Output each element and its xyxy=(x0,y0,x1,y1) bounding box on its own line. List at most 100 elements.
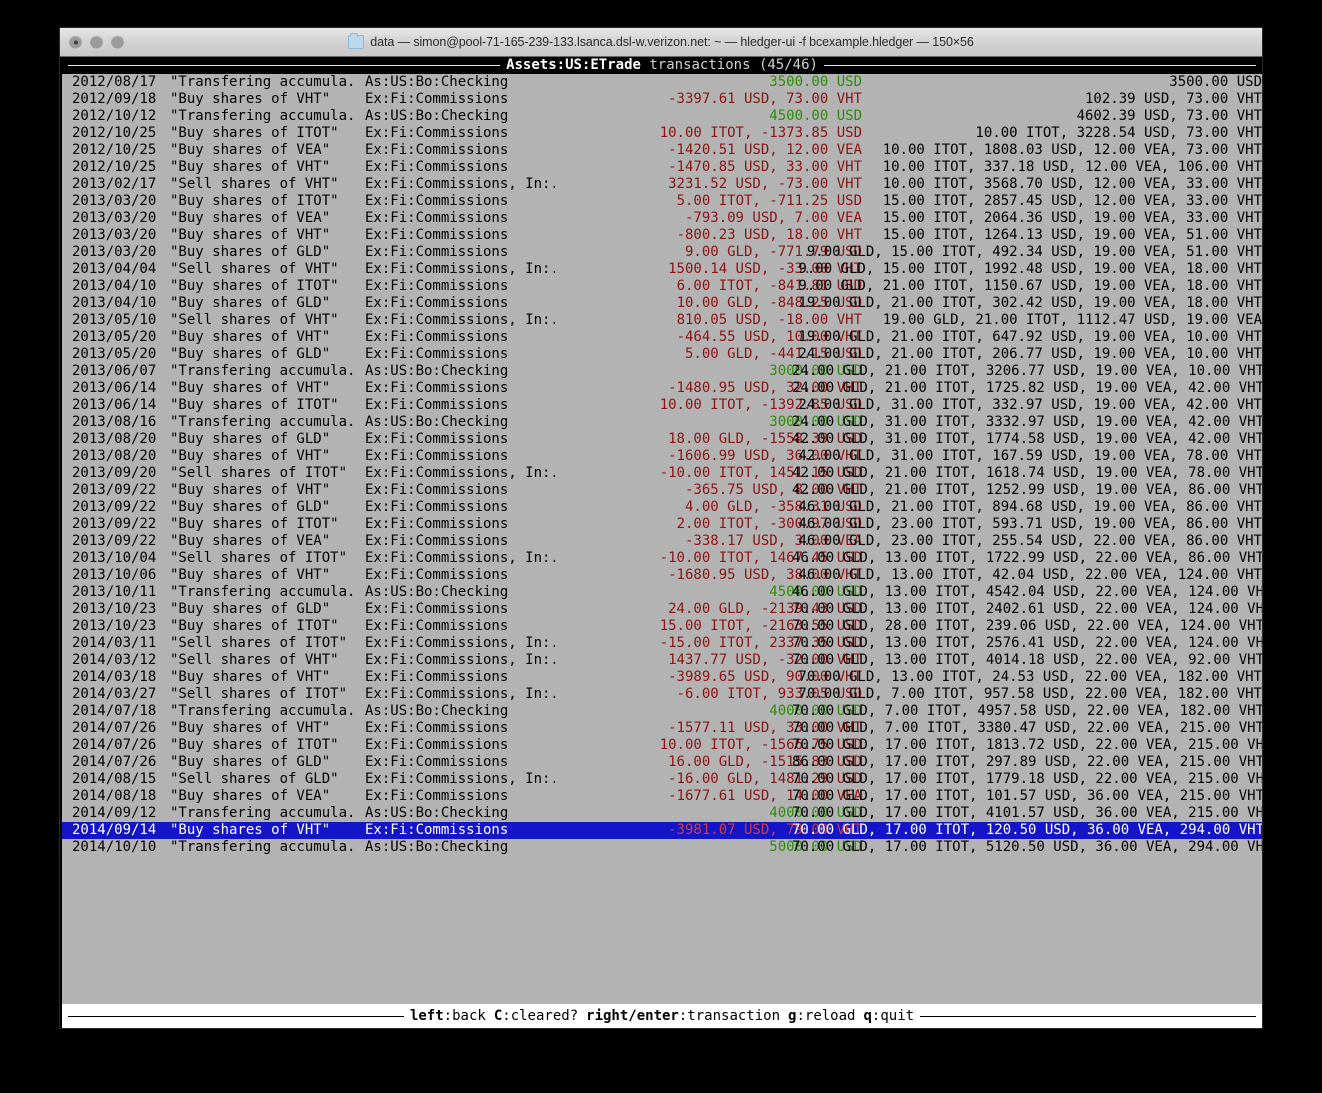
table-row[interactable]: 2012/10/12 "Transfering accumula.. As:US:B… xyxy=(62,108,1262,125)
transaction-date: 2013/04/10 xyxy=(72,295,157,311)
table-row[interactable]: 2013/05/20 "Buy shares of GLD" Ex:Fi:Commi… xyxy=(62,346,1262,363)
table-row[interactable]: 2012/10/25 "Buy shares of VHT" Ex:Fi:Commi… xyxy=(62,159,1262,176)
transaction-amount: -1470.85 USD, 33.00 VHT xyxy=(668,159,862,175)
table-row[interactable]: 2014/03/27 "Sell shares of ITOT" Ex:Fi:Com… xyxy=(62,686,1262,703)
transaction-account: Ex:Fi:Commissions xyxy=(365,346,509,362)
transaction-balance: 70.00 GLD, 7.00 ITOT, 3380.47 USD, 22.00… xyxy=(792,720,1262,736)
table-row[interactable]: 2013/03/20 "Buy shares of ITOT" Ex:Fi:Comm… xyxy=(62,193,1262,210)
transaction-amount: -10.00 ITOT, 1467.45 USD xyxy=(659,550,862,566)
table-row[interactable]: 2014/07/26 "Buy shares of VHT" Ex:Fi:Commi… xyxy=(62,720,1262,737)
transactions-list[interactable]: 2012/08/17 "Transfering accumula.. As:US:B… xyxy=(62,74,1262,856)
transaction-balance: 10.00 ITOT, 3568.70 USD, 12.00 VEA, 33.0… xyxy=(882,176,1262,192)
table-row[interactable]: 2013/03/20 "Buy shares of VEA" Ex:Fi:Commi… xyxy=(62,210,1262,227)
footer-keybinding[interactable]: left:back xyxy=(410,1008,486,1025)
table-row[interactable]: 2013/09/22 "Buy shares of VHT" Ex:Fi:Commi… xyxy=(62,482,1262,499)
transaction-account: Ex:Fi:Commissions xyxy=(365,822,509,838)
table-row[interactable]: 2014/07/18 "Transfering accumula.. As:US:B… xyxy=(62,703,1262,720)
footer-keybinding[interactable]: g:reload xyxy=(788,1008,855,1025)
table-row[interactable]: 2013/09/22 "Buy shares of ITOT" Ex:Fi:Comm… xyxy=(62,516,1262,533)
hledger-header-bar: Assets:US:ETrade transactions (45/46) xyxy=(62,57,1262,74)
table-row[interactable]: 2013/10/04 "Sell shares of ITOT" Ex:Fi:Com… xyxy=(62,550,1262,567)
transaction-amount: -793.09 USD, 7.00 VEA xyxy=(684,210,862,226)
table-row[interactable]: 2014/07/26 "Buy shares of GLD" Ex:Fi:Commi… xyxy=(62,754,1262,771)
transaction-description: "Transfering accumula.. xyxy=(170,363,356,379)
table-row[interactable]: 2014/03/12 "Sell shares of VHT" Ex:Fi:Comm… xyxy=(62,652,1262,669)
table-row[interactable]: 2013/08/20 "Buy shares of GLD" Ex:Fi:Commi… xyxy=(62,431,1262,448)
table-row[interactable]: 2013/04/10 "Buy shares of ITOT" Ex:Fi:Comm… xyxy=(62,278,1262,295)
footer-keybinding[interactable]: q:quit xyxy=(863,1008,914,1025)
table-row[interactable]: 2013/04/04 "Sell shares of VHT" Ex:Fi:Comm… xyxy=(62,261,1262,278)
table-row[interactable]: 2014/10/10 "Transfering accumula.. As:US:B… xyxy=(62,839,1262,856)
footer-key-separator: : xyxy=(796,1007,805,1024)
transaction-amount: -1680.95 USD, 38.00 VHT xyxy=(668,567,862,583)
table-row[interactable]: 2013/06/14 "Buy shares of ITOT" Ex:Fi:Comm… xyxy=(62,397,1262,414)
table-row[interactable]: 2013/09/20 "Sell shares of ITOT" Ex:Fi:Com… xyxy=(62,465,1262,482)
transaction-description: "Sell shares of VHT" xyxy=(170,652,339,668)
transaction-date: 2013/09/20 xyxy=(72,465,157,481)
table-row[interactable]: 2013/05/20 "Buy shares of VHT" Ex:Fi:Commi… xyxy=(62,329,1262,346)
table-row[interactable]: 2012/10/25 "Buy shares of VEA" Ex:Fi:Commi… xyxy=(62,142,1262,159)
table-row[interactable]: 2012/10/25 "Buy shares of ITOT" Ex:Fi:Comm… xyxy=(62,125,1262,142)
table-row[interactable]: 2013/06/07 "Transfering accumula.. As:US:B… xyxy=(62,363,1262,380)
transaction-date: 2014/10/10 xyxy=(72,839,157,855)
transaction-amount: -1420.51 USD, 12.00 VEA xyxy=(668,142,862,158)
transaction-account: Ex:Fi:Commissions xyxy=(365,278,509,294)
transaction-date: 2013/10/06 xyxy=(72,567,157,583)
terminal-body[interactable]: Assets:US:ETrade transactions (45/46) 20… xyxy=(60,57,1262,1028)
table-row[interactable]: 2013/10/23 "Buy shares of ITOT" Ex:Fi:Comm… xyxy=(62,618,1262,635)
transaction-account: Ex:Fi:Commissions xyxy=(365,431,509,447)
table-row[interactable]: 2012/09/18 "Buy shares of VHT" Ex:Fi:Commi… xyxy=(62,91,1262,108)
transaction-account: Ex:Fi:Commissions xyxy=(365,754,509,770)
transaction-date: 2013/09/22 xyxy=(72,516,157,532)
table-row[interactable]: 2014/03/11 "Sell shares of ITOT" Ex:Fi:Com… xyxy=(62,635,1262,652)
table-row[interactable]: 2014/09/12 "Transfering accumula.. As:US:B… xyxy=(62,805,1262,822)
transaction-balance: 42.00 GLD, 31.00 ITOT, 1774.58 USD, 19.0… xyxy=(792,431,1262,447)
table-row[interactable]: 2014/07/26 "Buy shares of ITOT" Ex:Fi:Comm… xyxy=(62,737,1262,754)
transaction-description: "Buy shares of ITOT" xyxy=(170,737,339,753)
transaction-account: Ex:Fi:Commissions, In:.. xyxy=(365,652,555,668)
table-row[interactable]: 2014/03/18 "Buy shares of VHT" Ex:Fi:Commi… xyxy=(62,669,1262,686)
transaction-balance: 24.00 GLD, 21.00 ITOT, 206.77 USD, 19.00… xyxy=(798,346,1262,362)
table-row[interactable]: 2013/10/23 "Buy shares of GLD" Ex:Fi:Commi… xyxy=(62,601,1262,618)
table-row[interactable]: 2013/04/10 "Buy shares of GLD" Ex:Fi:Commi… xyxy=(62,295,1262,312)
transaction-balance: 24.00 GLD, 31.00 ITOT, 3332.97 USD, 19.0… xyxy=(792,414,1262,430)
table-row[interactable]: 2014/08/18 "Buy shares of VEA" Ex:Fi:Commi… xyxy=(62,788,1262,805)
close-button[interactable] xyxy=(69,35,82,49)
table-row[interactable]: 2013/08/16 "Transfering accumula.. As:US:B… xyxy=(62,414,1262,431)
table-row[interactable]: 2013/06/14 "Buy shares of VHT" Ex:Fi:Commi… xyxy=(62,380,1262,397)
footer-key-separator: : xyxy=(502,1007,511,1024)
footer-keybinding[interactable]: right/enter:transaction xyxy=(586,1008,780,1025)
transaction-description: "Buy shares of VHT" xyxy=(170,329,331,345)
table-row[interactable]: 2013/02/17 "Sell shares of VHT" Ex:Fi:Comm… xyxy=(62,176,1262,193)
table-row[interactable]: 2013/09/22 "Buy shares of GLD" Ex:Fi:Commi… xyxy=(62,499,1262,516)
transaction-balance: 9.00 GLD, 15.00 ITOT, 1992.48 USD, 19.00… xyxy=(798,261,1262,277)
transaction-date: 2014/03/27 xyxy=(72,686,157,702)
table-row[interactable]: 2013/10/06 "Buy shares of VHT" Ex:Fi:Commi… xyxy=(62,567,1262,584)
footer-keybinding[interactable]: C:cleared? xyxy=(494,1008,578,1025)
footer-key-separator: : xyxy=(871,1007,881,1024)
transaction-account: Ex:Fi:Commissions xyxy=(365,788,509,804)
table-row[interactable]: 2013/03/20 "Buy shares of GLD" Ex:Fi:Commi… xyxy=(62,244,1262,261)
footer-rule-right xyxy=(920,1015,1257,1017)
transaction-account: Ex:Fi:Commissions xyxy=(365,397,509,413)
table-row[interactable]: 2013/05/10 "Sell shares of VHT" Ex:Fi:Comm… xyxy=(62,312,1262,329)
header-counter: (45/46) xyxy=(758,57,818,73)
table-row[interactable]: 2014/08/15 "Sell shares of GLD" Ex:Fi:Comm… xyxy=(62,771,1262,788)
transaction-balance: 10.00 ITOT, 3228.54 USD, 73.00 VHT xyxy=(975,125,1262,141)
table-row[interactable]: 2013/03/20 "Buy shares of VHT" Ex:Fi:Commi… xyxy=(62,227,1262,244)
window-titlebar[interactable]: data — simon@pool-71-165-239-133.lsanca.… xyxy=(60,28,1262,57)
transaction-amount: -1480.95 USD, 32.00 VHT xyxy=(668,380,862,396)
transaction-balance: 19.00 GLD, 21.00 ITOT, 647.92 USD, 19.00… xyxy=(798,329,1262,345)
table-row[interactable]: 2013/10/11 "Transfering accumula.. As:US:B… xyxy=(62,584,1262,601)
transaction-date: 2013/09/22 xyxy=(72,533,157,549)
table-row[interactable]: 2014/09/14 "Buy shares of VHT" Ex:Fi:Commi… xyxy=(62,822,1262,839)
transaction-balance: 70.00 GLD, 17.00 ITOT, 1813.72 USD, 22.0… xyxy=(792,737,1262,753)
table-row[interactable]: 2013/09/22 "Buy shares of VEA" Ex:Fi:Commi… xyxy=(62,533,1262,550)
transaction-date: 2014/03/18 xyxy=(72,669,157,685)
transaction-description: "Transfering accumula.. xyxy=(170,703,356,719)
table-row[interactable]: 2012/08/17 "Transfering accumula.. As:US:B… xyxy=(62,74,1262,91)
minimize-button[interactable] xyxy=(90,35,103,49)
transaction-description: "Buy shares of ITOT" xyxy=(170,125,339,141)
maximize-button[interactable] xyxy=(111,35,124,49)
table-row[interactable]: 2013/08/20 "Buy shares of VHT" Ex:Fi:Commi… xyxy=(62,448,1262,465)
